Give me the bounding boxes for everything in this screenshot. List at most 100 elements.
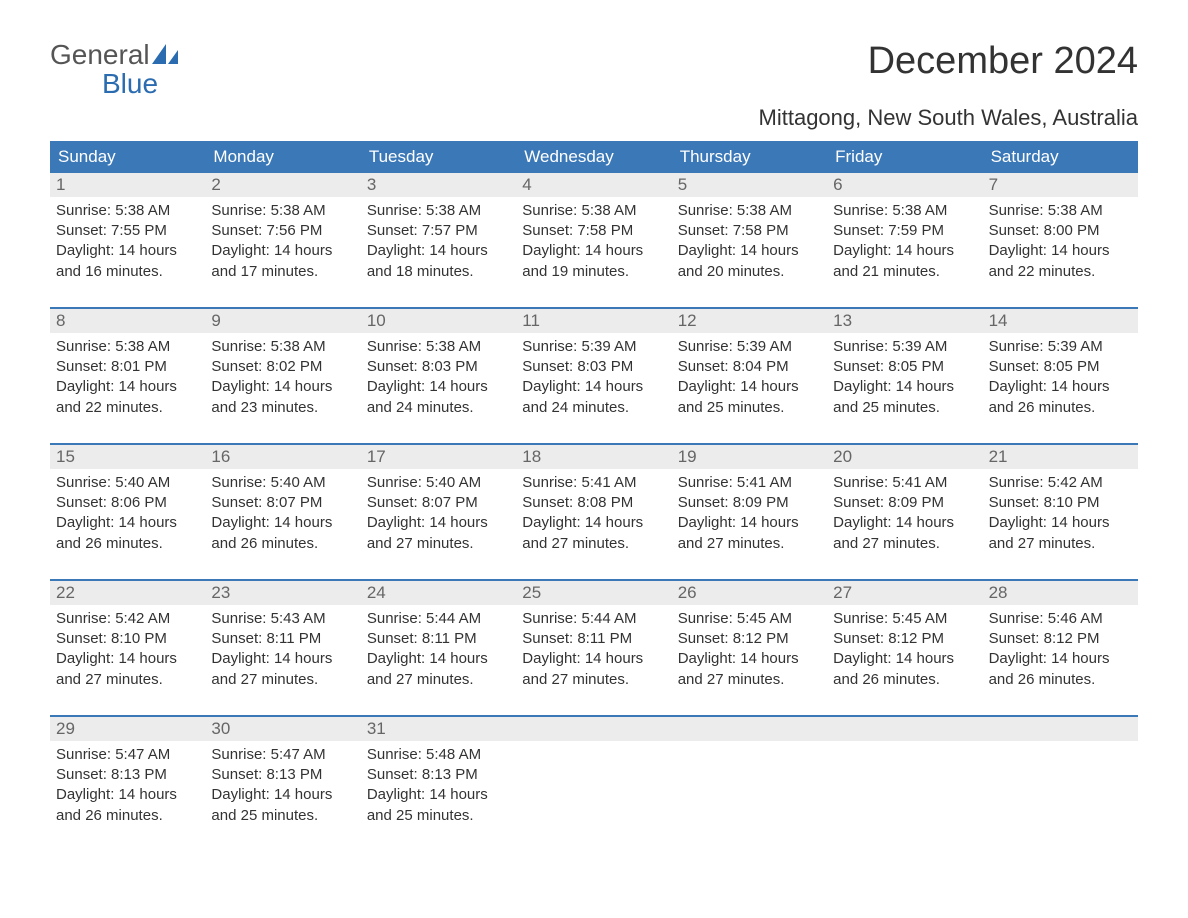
day-number-row: 22232425262728 bbox=[50, 581, 1138, 605]
day-cell: 5:38 AM8:03 PM14 hours and 24 minutes. bbox=[361, 333, 516, 429]
sunrise-value: 5:38 AM bbox=[833, 201, 974, 221]
sunset-value: 8:04 PM bbox=[678, 357, 819, 377]
day-number-row: 891011121314 bbox=[50, 309, 1138, 333]
daylight-value: 14 hours and 24 minutes. bbox=[522, 377, 663, 418]
sunset-value: 8:05 PM bbox=[989, 357, 1130, 377]
day-number: 23 bbox=[205, 581, 360, 605]
day-cell bbox=[672, 741, 827, 837]
day-cell: 5:38 AM8:01 PM14 hours and 22 minutes. bbox=[50, 333, 205, 429]
sunset-value: 8:09 PM bbox=[833, 493, 974, 513]
day-number: 28 bbox=[983, 581, 1138, 605]
day-cell: 5:38 AM8:00 PM14 hours and 22 minutes. bbox=[983, 197, 1138, 293]
day-number: 12 bbox=[672, 309, 827, 333]
day-number: 6 bbox=[827, 173, 982, 197]
day-number: 25 bbox=[516, 581, 671, 605]
sunrise-value: 5:38 AM bbox=[56, 337, 197, 357]
sunrise-value: 5:45 AM bbox=[678, 609, 819, 629]
day-cell: 5:40 AM8:07 PM14 hours and 27 minutes. bbox=[361, 469, 516, 565]
sunset-value: 8:07 PM bbox=[367, 493, 508, 513]
sunrise-value: 5:39 AM bbox=[833, 337, 974, 357]
sunset-value: 8:00 PM bbox=[989, 221, 1130, 241]
day-cell: 5:46 AM8:12 PM14 hours and 26 minutes. bbox=[983, 605, 1138, 701]
weekday-header: Wednesday bbox=[516, 141, 671, 173]
daylight-value: 14 hours and 22 minutes. bbox=[989, 241, 1130, 282]
sunset-value: 8:12 PM bbox=[989, 629, 1130, 649]
day-number-row: 15161718192021 bbox=[50, 445, 1138, 469]
day-cell: 5:39 AM8:05 PM14 hours and 26 minutes. bbox=[983, 333, 1138, 429]
day-number-row: 293031 bbox=[50, 717, 1138, 741]
sunset-value: 8:05 PM bbox=[833, 357, 974, 377]
calendar-week: 12345675:38 AM7:55 PM14 hours and 16 min… bbox=[50, 173, 1138, 293]
daylight-value: 14 hours and 22 minutes. bbox=[56, 377, 197, 418]
daylight-value: 14 hours and 26 minutes. bbox=[833, 649, 974, 690]
sunrise-value: 5:38 AM bbox=[367, 201, 508, 221]
day-number bbox=[827, 717, 982, 741]
day-number: 9 bbox=[205, 309, 360, 333]
day-cell: 5:38 AM7:59 PM14 hours and 21 minutes. bbox=[827, 197, 982, 293]
day-number: 22 bbox=[50, 581, 205, 605]
calendar: Sunday Monday Tuesday Wednesday Thursday… bbox=[50, 141, 1138, 837]
day-number: 1 bbox=[50, 173, 205, 197]
daylight-value: 14 hours and 26 minutes. bbox=[211, 513, 352, 554]
day-number: 30 bbox=[205, 717, 360, 741]
day-cell bbox=[827, 741, 982, 837]
logo-line-1: General bbox=[50, 40, 180, 69]
logo-word-1: General bbox=[50, 40, 150, 69]
sunset-value: 8:03 PM bbox=[367, 357, 508, 377]
sunset-value: 8:10 PM bbox=[56, 629, 197, 649]
sunrise-value: 5:41 AM bbox=[678, 473, 819, 493]
location-subtitle: Mittagong, New South Wales, Australia bbox=[50, 105, 1138, 131]
sunset-value: 7:59 PM bbox=[833, 221, 974, 241]
daylight-value: 14 hours and 27 minutes. bbox=[211, 649, 352, 690]
sunrise-value: 5:38 AM bbox=[56, 201, 197, 221]
daylight-value: 14 hours and 25 minutes. bbox=[367, 785, 508, 826]
day-number: 26 bbox=[672, 581, 827, 605]
day-cell: 5:48 AM8:13 PM14 hours and 25 minutes. bbox=[361, 741, 516, 837]
day-number: 4 bbox=[516, 173, 671, 197]
day-cell bbox=[516, 741, 671, 837]
sunrise-value: 5:41 AM bbox=[522, 473, 663, 493]
calendar-week: 2930315:47 AM8:13 PM14 hours and 26 minu… bbox=[50, 715, 1138, 837]
day-number: 31 bbox=[361, 717, 516, 741]
day-number: 20 bbox=[827, 445, 982, 469]
day-cell: 5:40 AM8:07 PM14 hours and 26 minutes. bbox=[205, 469, 360, 565]
sunrise-value: 5:38 AM bbox=[522, 201, 663, 221]
daylight-value: 14 hours and 27 minutes. bbox=[367, 513, 508, 554]
day-cell: 5:39 AM8:03 PM14 hours and 24 minutes. bbox=[516, 333, 671, 429]
day-cell: 5:41 AM8:09 PM14 hours and 27 minutes. bbox=[827, 469, 982, 565]
daylight-value: 14 hours and 26 minutes. bbox=[989, 649, 1130, 690]
sunrise-value: 5:39 AM bbox=[989, 337, 1130, 357]
sunset-value: 8:09 PM bbox=[678, 493, 819, 513]
day-number: 3 bbox=[361, 173, 516, 197]
day-cell: 5:38 AM8:02 PM14 hours and 23 minutes. bbox=[205, 333, 360, 429]
sunset-value: 7:57 PM bbox=[367, 221, 508, 241]
daylight-value: 14 hours and 18 minutes. bbox=[367, 241, 508, 282]
daylight-value: 14 hours and 26 minutes. bbox=[56, 513, 197, 554]
logo-word-2: Blue bbox=[50, 69, 180, 98]
daylight-value: 14 hours and 27 minutes. bbox=[522, 649, 663, 690]
day-number bbox=[983, 717, 1138, 741]
day-number: 8 bbox=[50, 309, 205, 333]
daylight-value: 14 hours and 27 minutes. bbox=[678, 513, 819, 554]
weekday-header: Tuesday bbox=[361, 141, 516, 173]
day-cell: 5:42 AM8:10 PM14 hours and 27 minutes. bbox=[983, 469, 1138, 565]
sunrise-value: 5:44 AM bbox=[367, 609, 508, 629]
sunrise-value: 5:47 AM bbox=[211, 745, 352, 765]
day-number: 13 bbox=[827, 309, 982, 333]
day-number: 17 bbox=[361, 445, 516, 469]
sunset-value: 8:08 PM bbox=[522, 493, 663, 513]
daylight-value: 14 hours and 16 minutes. bbox=[56, 241, 197, 282]
day-number: 2 bbox=[205, 173, 360, 197]
day-cell: 5:38 AM7:57 PM14 hours and 18 minutes. bbox=[361, 197, 516, 293]
daylight-value: 14 hours and 27 minutes. bbox=[522, 513, 663, 554]
day-cell: 5:41 AM8:08 PM14 hours and 27 minutes. bbox=[516, 469, 671, 565]
sunrise-value: 5:38 AM bbox=[367, 337, 508, 357]
day-cell: 5:45 AM8:12 PM14 hours and 27 minutes. bbox=[672, 605, 827, 701]
logo-sail-icon bbox=[152, 40, 180, 69]
day-number: 19 bbox=[672, 445, 827, 469]
day-cell: 5:38 AM7:55 PM14 hours and 16 minutes. bbox=[50, 197, 205, 293]
sunset-value: 8:11 PM bbox=[522, 629, 663, 649]
sunrise-value: 5:38 AM bbox=[211, 201, 352, 221]
sunset-value: 8:13 PM bbox=[367, 765, 508, 785]
sunrise-value: 5:42 AM bbox=[56, 609, 197, 629]
